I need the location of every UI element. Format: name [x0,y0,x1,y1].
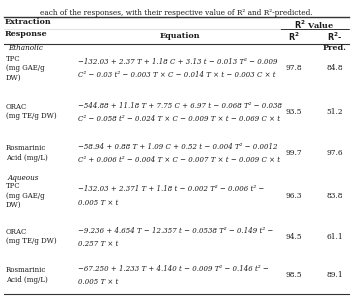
Text: −58.94 + 0.88 T + 1.09 C + 0.52 t − 0.004 T² − 0.0012: −58.94 + 0.88 T + 1.09 C + 0.52 t − 0.00… [78,143,277,151]
Text: Rosmarinic: Rosmarinic [6,144,46,152]
Text: 99.7: 99.7 [286,149,303,157]
Text: $\mathbf{R^2}$ Value: $\mathbf{R^2}$ Value [294,18,335,31]
Text: −9.236 + 4.654 T − 12.357 t − 0.0538 T² − 0.149 t² −: −9.236 + 4.654 T − 12.357 t − 0.0538 T² … [78,226,273,235]
Text: ORAC: ORAC [6,228,27,236]
Text: each of the responses, with their respective value of R² and R²-predicted.: each of the responses, with their respec… [40,9,313,17]
Text: ORAC: ORAC [6,103,27,111]
Text: $\mathbf{R^2}$: $\mathbf{R^2}$ [288,30,300,43]
Text: 96.3: 96.3 [286,192,303,200]
Text: TPC: TPC [6,55,20,63]
Text: 98.5: 98.5 [286,271,303,279]
Text: Response: Response [4,30,47,38]
Text: 97.8: 97.8 [286,64,303,72]
Text: C² − 0.058 t² − 0.024 T × C − 0.009 T × t − 0.069 C × t: C² − 0.058 t² − 0.024 T × C − 0.009 T × … [78,115,280,123]
Text: DW): DW) [6,74,22,82]
Text: 0.005 T × t: 0.005 T × t [78,199,118,207]
Text: C² + 0.006 t² − 0.004 T × C − 0.007 T × t − 0.009 C × t: C² + 0.006 t² − 0.004 T × C − 0.007 T × … [78,156,280,164]
Text: Rosmarinic: Rosmarinic [6,266,46,274]
Text: 0.005 T × t: 0.005 T × t [78,278,118,286]
Text: C² − 0.03 t² − 0.003 T × C − 0.014 T × t − 0.003 C × t: C² − 0.03 t² − 0.003 T × C − 0.014 T × t… [78,71,276,80]
Text: 89.1: 89.1 [327,271,343,279]
Text: 0.257 T × t: 0.257 T × t [78,240,118,248]
Text: −67.250 + 1.233 T + 4.140 t − 0.009 T² − 0.146 t² −: −67.250 + 1.233 T + 4.140 t − 0.009 T² −… [78,265,269,273]
Text: (mg GAE/g: (mg GAE/g [6,192,44,200]
Text: Aqueous: Aqueous [8,173,39,181]
Text: TPC: TPC [6,182,20,190]
Text: 84.8: 84.8 [327,64,343,72]
Text: 51.2: 51.2 [327,108,343,116]
Text: −132.03 + 2.37 T + 1.18 C + 3.13 t − 0.013 T² − 0.009: −132.03 + 2.37 T + 1.18 C + 3.13 t − 0.0… [78,58,277,66]
Text: 83.8: 83.8 [327,192,343,200]
Text: Extraction: Extraction [4,18,51,26]
Text: −132.03 + 2.371 T + 1.18 t − 0.002 T² − 0.006 t² −: −132.03 + 2.371 T + 1.18 t − 0.002 T² − … [78,185,264,194]
Text: Acid (mg/L): Acid (mg/L) [6,275,48,284]
Text: DW): DW) [6,201,22,209]
Text: Acid (mg/L): Acid (mg/L) [6,154,48,161]
Text: (mg TE/g DW): (mg TE/g DW) [6,237,56,245]
Text: Equation: Equation [160,32,200,40]
Text: (mg TE/g DW): (mg TE/g DW) [6,112,56,120]
Text: 97.6: 97.6 [327,149,343,157]
Text: Ethanolic: Ethanolic [8,44,43,52]
Text: 93.5: 93.5 [286,108,303,116]
Text: 94.5: 94.5 [286,233,303,241]
Text: (mg GAE/g: (mg GAE/g [6,64,44,72]
Text: $\mathbf{R^2}$-
Pred.: $\mathbf{R^2}$- Pred. [323,30,347,52]
Text: 61.1: 61.1 [327,233,343,241]
Text: −544.88 + 11.18 T + 7.75 C + 6.97 t − 0.068 T² − 0.038: −544.88 + 11.18 T + 7.75 C + 6.97 t − 0.… [78,102,282,110]
